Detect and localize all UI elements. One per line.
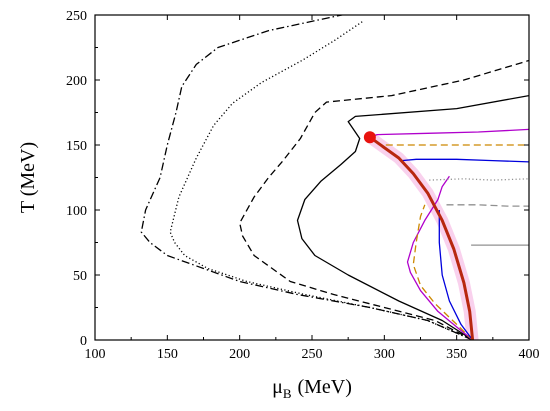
series-line-11 xyxy=(446,204,529,207)
x-tick-label: 100 xyxy=(85,347,106,362)
x-axis-ticks: 100 150 200 250 300 350 400 xyxy=(85,15,540,362)
y-tick-label: 200 xyxy=(66,74,87,89)
critical-point-marker xyxy=(363,131,376,144)
series-line-9 xyxy=(401,158,529,163)
glow-layer xyxy=(363,131,479,340)
x-tick-label: 300 xyxy=(374,347,395,362)
series-line-4 xyxy=(406,175,474,340)
series-line-13 xyxy=(369,135,475,340)
series-line-5 xyxy=(369,128,529,138)
x-tick-label: 250 xyxy=(302,347,323,362)
series-glow-13 xyxy=(363,131,479,340)
x-tick-label: 350 xyxy=(446,347,467,362)
marker-layer xyxy=(363,131,376,144)
y-axis-title: T (MeV) xyxy=(17,142,39,213)
x-axis-unit: (MeV) xyxy=(297,376,351,398)
y-tick-label: 0 xyxy=(80,334,87,349)
series-line-10 xyxy=(429,178,529,181)
x-tick-label: 400 xyxy=(519,347,540,362)
x-axis-title: μB (MeV) xyxy=(272,376,352,401)
x-tick-label: 200 xyxy=(229,347,250,362)
x-tick-label: 150 xyxy=(157,347,178,362)
y-tick-label: 100 xyxy=(66,204,87,219)
series-line-8 xyxy=(438,210,474,340)
x-axis-symbol: μ xyxy=(272,376,283,398)
series-line-6 xyxy=(412,204,474,340)
series-line-2 xyxy=(239,59,529,340)
y-tick-label: 150 xyxy=(66,139,87,154)
series-layer xyxy=(140,15,529,340)
y-tick-label: 250 xyxy=(66,9,87,24)
y-tick-label: 50 xyxy=(73,269,87,284)
y-axis-ticks: 0 50 100 150 200 250 xyxy=(66,9,529,349)
x-axis-subscript: B xyxy=(283,386,292,401)
series-line-3 xyxy=(296,94,529,340)
series-line-0 xyxy=(140,15,473,340)
